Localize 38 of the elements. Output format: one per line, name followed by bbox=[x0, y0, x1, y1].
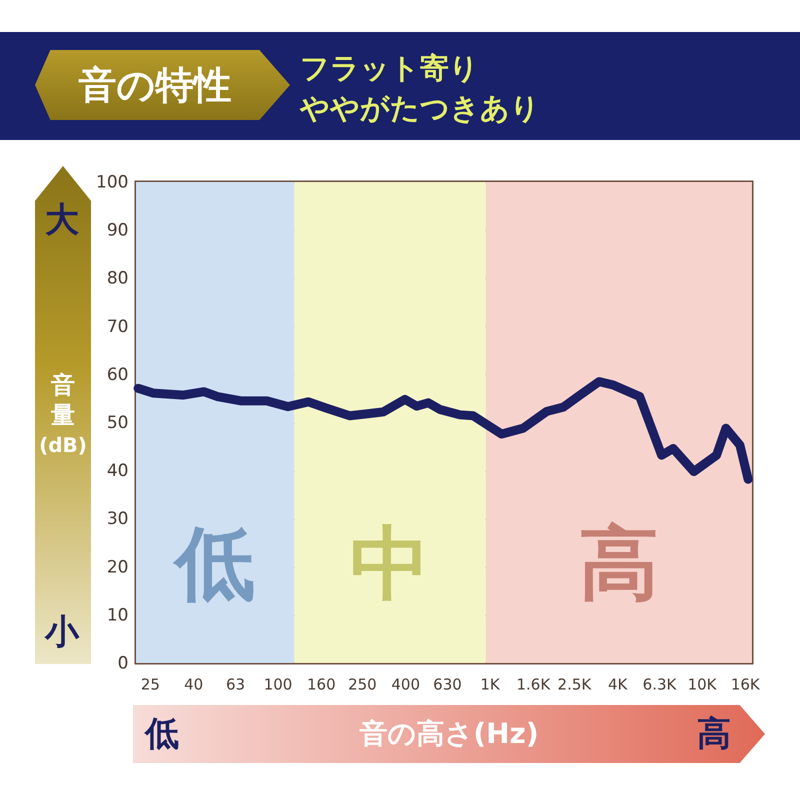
x-tick-label: 1K bbox=[480, 676, 501, 694]
y-tick-label: 40 bbox=[106, 461, 128, 482]
chart-subtitle: フラット寄り bbox=[300, 50, 479, 87]
x-tick-label: 160 bbox=[306, 676, 336, 694]
y-tick-label: 30 bbox=[106, 509, 128, 530]
text: 大 bbox=[45, 200, 79, 240]
band-label: 中 bbox=[350, 516, 430, 610]
x-tick-label: 630 bbox=[433, 676, 462, 694]
x-tick-label: 16K bbox=[730, 676, 761, 694]
text: 低 bbox=[145, 714, 179, 754]
x-tick-label: 250 bbox=[348, 676, 377, 694]
y-tick-label: 20 bbox=[106, 557, 128, 578]
y-tick-label: 0 bbox=[118, 654, 128, 674]
y-tick-label: 10 bbox=[106, 605, 128, 626]
text: 小 bbox=[45, 612, 79, 652]
band-label: 高 bbox=[578, 516, 659, 610]
x-tick-label: 4K bbox=[608, 676, 629, 694]
y-tick-label: 100 bbox=[96, 172, 128, 192]
chart-title: 音の特性 bbox=[78, 62, 232, 109]
y-tick-label: 60 bbox=[106, 364, 128, 385]
y-tick-label: 80 bbox=[106, 268, 128, 289]
y-axis-title: 音量(dB) bbox=[38, 370, 88, 459]
x-tick-label: 1.6K bbox=[516, 676, 552, 694]
x-tick-label: 6.3K bbox=[642, 676, 678, 694]
y-tick-label: 70 bbox=[106, 316, 128, 337]
text: ややがたつきあり bbox=[300, 90, 540, 127]
x-tick-label: 10K bbox=[688, 676, 718, 694]
band-label: 低 bbox=[172, 516, 256, 610]
x-tick-label: 63 bbox=[226, 676, 246, 694]
x-tick-label: 100 bbox=[264, 676, 292, 694]
x-tick-label: 2.5K bbox=[558, 676, 592, 694]
y-tick-label: 50 bbox=[106, 413, 128, 433]
x-tick-label: 25 bbox=[140, 676, 160, 694]
text: 高 bbox=[697, 714, 731, 754]
x-tick-label: 40 bbox=[184, 676, 204, 694]
x-tick-label: 400 bbox=[391, 676, 420, 694]
y-tick-label: 90 bbox=[106, 220, 128, 241]
x-axis-title: 音の高さ(Hz) bbox=[359, 717, 539, 750]
